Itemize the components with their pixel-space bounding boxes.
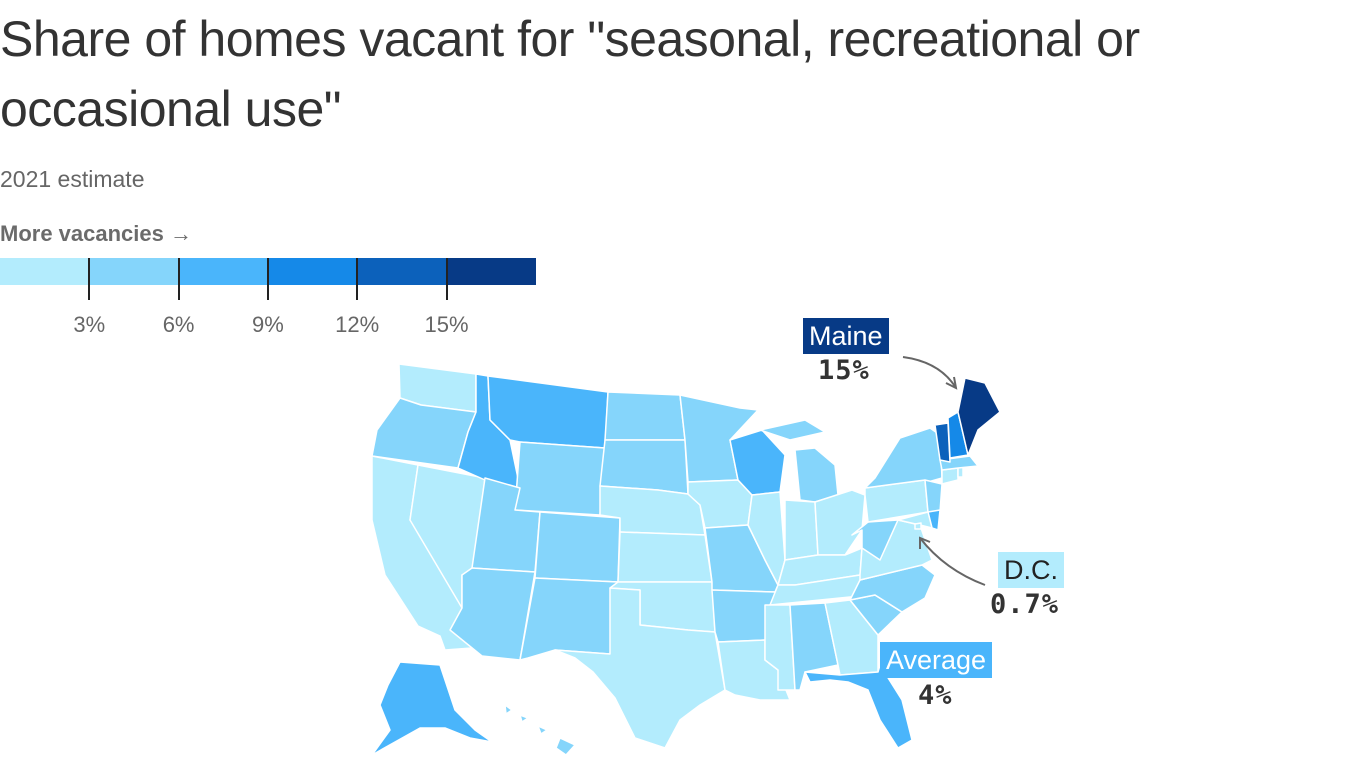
legend-title: More vacancies →	[0, 221, 192, 246]
state-co	[534, 511, 621, 583]
legend-tick-label: 6%	[162, 312, 195, 337]
legend-tick-label: 9%	[251, 312, 284, 337]
state-nc	[849, 564, 936, 613]
state-oh	[814, 489, 866, 556]
legend-tick-label: 12%	[335, 312, 380, 337]
legend-swatch	[0, 258, 90, 285]
dc-callout-value: 0.7%	[990, 589, 1060, 620]
state-md	[897, 511, 933, 529]
state-dc	[914, 522, 922, 530]
average-callout-value: 4%	[918, 680, 953, 711]
color-legend: 3% 6% 9% 12% 15%	[0, 258, 537, 338]
legend-swatch	[178, 258, 269, 285]
state-ny	[864, 427, 943, 489]
average-callout-label: Average	[880, 642, 993, 678]
state-tx	[554, 587, 726, 749]
state-nd	[604, 391, 686, 441]
state-ak	[371, 661, 493, 756]
dc-callout-label: D.C.	[998, 552, 1064, 588]
legend-swatch	[446, 258, 537, 285]
state-nm	[519, 577, 619, 661]
legend-tick-label: 15%	[424, 312, 469, 337]
state-sd	[599, 439, 689, 495]
state-in	[784, 499, 819, 561]
state-fl	[804, 664, 913, 749]
legend-tick	[266, 258, 269, 300]
legend-swatch	[357, 258, 447, 285]
legend-swatch	[267, 258, 358, 285]
state-hi	[504, 704, 576, 756]
state-me	[957, 377, 1001, 456]
chart-subtitle: 2021 estimate	[0, 166, 145, 192]
state-nj	[924, 479, 943, 513]
dc-callout-arrow	[919, 536, 986, 586]
state-ks	[617, 531, 713, 583]
maine-callout-arrow	[902, 356, 958, 390]
chart-title: Share of homes vacant for "seasonal, rec…	[0, 11, 1140, 137]
legend-tick	[356, 258, 359, 300]
legend-tick	[88, 258, 91, 300]
legend-tick	[177, 258, 180, 300]
state-az	[449, 567, 536, 661]
maine-callout-label: Maine	[803, 318, 889, 354]
maine-callout-value: 15%	[818, 355, 870, 386]
state-vt	[934, 422, 951, 463]
legend-tick-label: 3%	[73, 312, 106, 337]
state-wy	[514, 441, 606, 516]
legend-swatch	[89, 258, 180, 285]
legend-tick	[445, 258, 448, 300]
